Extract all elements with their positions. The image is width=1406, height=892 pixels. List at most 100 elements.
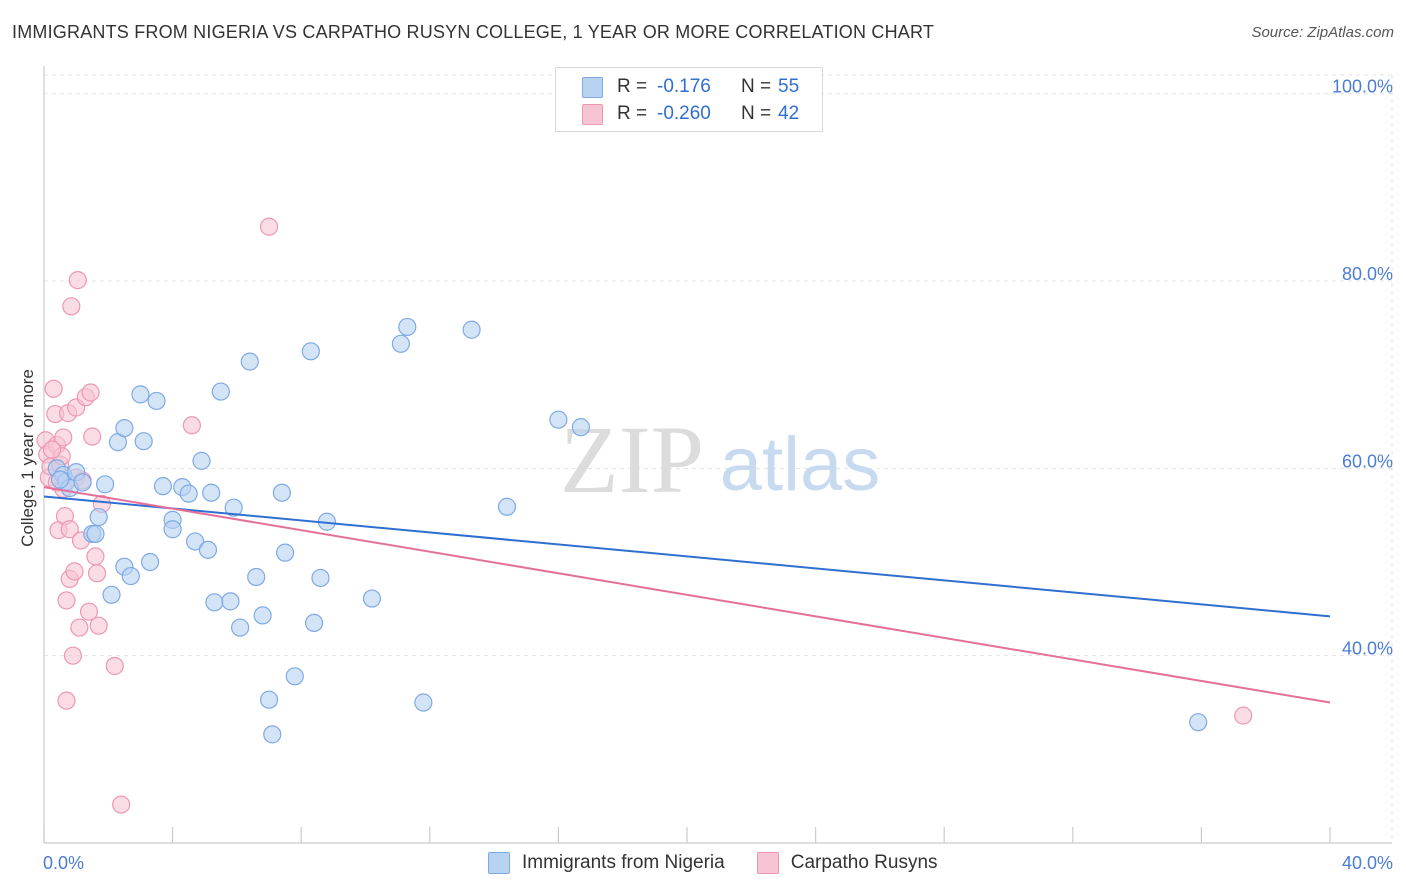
nigeria-point	[414, 693, 433, 712]
legend-n-label: N =	[741, 103, 772, 124]
nigeria-point	[497, 497, 517, 516]
nigeria-point	[192, 451, 211, 470]
nigeria-point	[304, 613, 324, 633]
legend-r-value: -0.260	[657, 103, 711, 124]
nigeria-point	[462, 320, 481, 339]
nigeria-point	[50, 470, 70, 489]
rusyn-point	[65, 562, 84, 581]
rusyn-point	[81, 383, 100, 402]
nigeria-point	[202, 483, 221, 502]
rusyn-point	[60, 520, 79, 539]
nigeria-point	[231, 618, 250, 637]
legend-swatch-blue	[582, 76, 603, 98]
legend-n-value: 42	[778, 103, 800, 124]
rusyn-point	[83, 427, 102, 446]
nigeria-point	[140, 552, 160, 572]
nigeria-point	[240, 352, 259, 371]
y-axis-label: College, 1 year or more	[18, 369, 37, 547]
legend-swatch-pink	[756, 852, 779, 874]
nigeria-point	[89, 507, 108, 527]
nigeria-point	[224, 498, 243, 517]
nigeria-point	[205, 593, 224, 612]
rusyn-point	[70, 618, 89, 637]
nigeria-point	[221, 592, 240, 611]
y-tick-label: 80.0%	[1342, 264, 1393, 284]
nigeria-point	[186, 532, 205, 551]
legend-item-rusyns[interactable]: Carpatho Rusyns	[756, 852, 938, 874]
nigeria-point	[263, 725, 282, 744]
nigeria-point	[86, 524, 105, 544]
series-legend: Immigrants from Nigeria Carpatho Rusyns	[488, 852, 970, 874]
nigeria-point	[179, 484, 198, 503]
nigeria-point	[95, 475, 115, 494]
legend-swatch-pink	[582, 103, 603, 125]
nigeria-point	[391, 334, 410, 353]
y-tick-label: 100.0%	[1332, 77, 1393, 97]
axes	[43, 66, 1392, 844]
legend-n-value: 55	[778, 76, 800, 97]
nigeria-point	[115, 418, 134, 438]
rusyn-point	[259, 217, 279, 236]
legend-row-nigeria: R = -0.176 N = 55	[582, 74, 799, 100]
nigeria-point	[1189, 713, 1208, 732]
nigeria-point	[153, 477, 173, 496]
rusyn-trend-line	[43, 486, 1331, 704]
nigeria-point	[121, 566, 140, 586]
nigeria-point	[211, 382, 230, 401]
rusyn-point	[42, 440, 62, 459]
rusyn-point	[105, 656, 124, 676]
legend-swatch-blue	[488, 852, 510, 874]
nigeria-point	[163, 520, 182, 539]
legend-row-rusyns: R = -0.260 N = 42	[582, 101, 799, 127]
nigeria-point	[247, 567, 266, 587]
nigeria-point	[131, 385, 150, 404]
trend-lines	[43, 486, 1331, 704]
y-tick-labels: 40.0% 60.0% 80.0% 100.0%	[1332, 77, 1393, 659]
nigeria-point	[147, 391, 166, 411]
nigeria-point	[285, 667, 304, 686]
x-tick-labels: 0.0% 40.0%	[43, 853, 1393, 873]
legend-r-label: R =	[617, 76, 648, 97]
rusyn-point	[112, 795, 131, 814]
rusyn-point	[57, 591, 76, 610]
nigeria-point	[301, 342, 320, 361]
nigeria-point	[311, 568, 330, 588]
nigeria-point	[272, 483, 292, 502]
legend-item-nigeria[interactable]: Immigrants from Nigeria	[488, 852, 725, 874]
nigeria-point	[198, 540, 218, 559]
series-nigeria-points	[47, 317, 1208, 744]
rusyn-point	[89, 616, 108, 635]
rusyn-point	[68, 271, 87, 290]
y-tick-label: 40.0%	[1342, 639, 1393, 659]
rusyn-point	[63, 646, 83, 665]
rusyn-point	[62, 297, 81, 316]
rusyn-point	[54, 428, 73, 447]
nigeria-point	[73, 473, 92, 492]
nigeria-trend-line	[43, 495, 1331, 618]
nigeria-point	[571, 418, 591, 437]
source-credit: Source: ZipAtlas.com	[1251, 24, 1394, 41]
rusyn-point	[87, 564, 107, 583]
series-carpatho-rusyns-points	[36, 217, 1253, 814]
x-tick-label: 0.0%	[43, 853, 84, 873]
rusyn-point	[1234, 706, 1253, 725]
nigeria-point	[102, 585, 121, 604]
nigeria-point	[276, 543, 295, 562]
legend-r-label: R =	[617, 103, 648, 124]
legend-n-label: N =	[741, 76, 772, 97]
correlation-legend: R = -0.176 N = 55 R = -0.260 N = 42	[555, 67, 823, 132]
y-tick-label: 60.0%	[1342, 451, 1393, 471]
nigeria-point	[362, 589, 382, 608]
nigeria-point	[134, 432, 153, 451]
rusyn-point	[86, 547, 105, 566]
rusyn-point	[57, 691, 76, 710]
chart-title: IMMIGRANTS FROM NIGERIA VS CARPATHO RUSY…	[12, 22, 935, 42]
rusyn-point	[182, 416, 201, 435]
x-tick-label: 40.0%	[1342, 853, 1393, 873]
legend-label-rusyns: Carpatho Rusyns	[790, 852, 938, 873]
rusyn-point	[44, 379, 63, 398]
legend-r-value: -0.176	[657, 76, 711, 97]
nigeria-point	[259, 690, 279, 709]
watermark: ZIP atlas	[560, 406, 880, 513]
